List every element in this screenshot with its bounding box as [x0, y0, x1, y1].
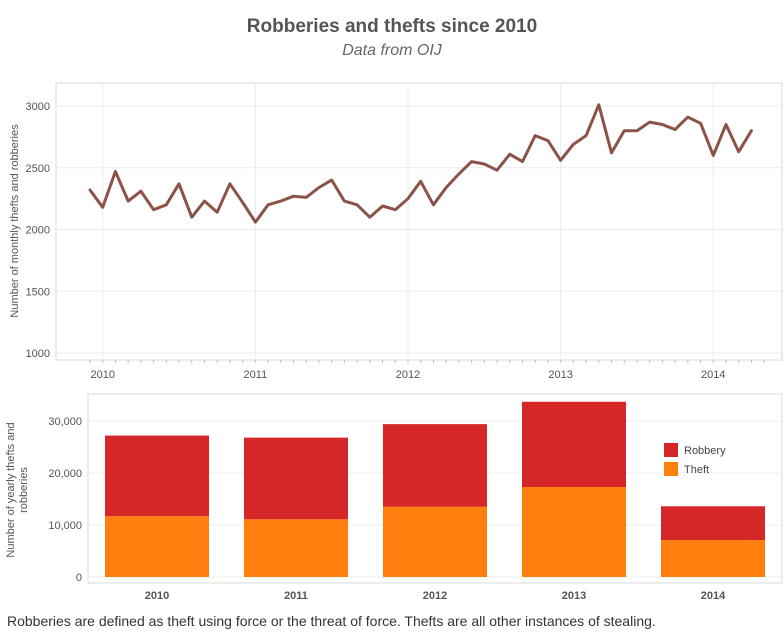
- line-ytick-label: 2000: [26, 225, 50, 237]
- line-ytick-label: 1500: [26, 286, 50, 298]
- charts-canvas: 1000 1500 2000 2500 3000 2010 2011 2012 2013 2014…: [5, 82, 783, 602]
- line-ytick-label: 2500: [26, 163, 50, 175]
- line-xtick-label: 2011: [244, 369, 268, 381]
- line-xtick-label: 2012: [396, 369, 420, 381]
- bar-xtick-label: 2011: [284, 590, 308, 602]
- bar-xtick-label: 2013: [562, 590, 586, 602]
- line-plot-frame: [55, 82, 783, 361]
- bar-y-axis-title: Number of yearly thefts androbberies: [5, 422, 30, 557]
- bar-theft-2011: [244, 519, 348, 577]
- bar-robbery-2012: [383, 424, 487, 507]
- bar-theft-2014: [661, 540, 765, 577]
- bar-theft-2010: [105, 516, 209, 577]
- legend-label-robbery: Robbery: [684, 445, 726, 457]
- bar-xtick-label: 2012: [423, 590, 447, 602]
- bar-ytick-label: 10,000: [48, 520, 82, 532]
- bar-ytick-label: 0: [76, 572, 82, 584]
- bar-xtick-label: 2014: [701, 590, 726, 602]
- bar-ytick-label: 30,000: [48, 416, 82, 428]
- footnote: Robberies are defined as theft using for…: [7, 613, 656, 629]
- bar-ytick-label: 20,000: [48, 468, 82, 480]
- line-xtick-label: 2013: [548, 369, 572, 381]
- bar-xtick-label: 2010: [145, 590, 169, 602]
- bar-robbery-2010: [105, 435, 209, 517]
- bar-robbery-2013: [522, 401, 626, 488]
- bar-plot-frame: [87, 393, 783, 584]
- bar-robbery-2011: [244, 437, 348, 520]
- line-ytick-label: 3000: [26, 101, 50, 113]
- line-y-axis-title: Number of monthly thefts and robberies: [9, 124, 21, 318]
- legend-swatch-theft: [664, 462, 678, 476]
- chart-title: Robberies and thefts since 2010: [246, 16, 538, 37]
- legend-swatch-robbery: [664, 443, 678, 457]
- bar-theft-2013: [522, 487, 626, 577]
- line-xtick-label: 2014: [701, 369, 725, 381]
- bar-theft-2012: [383, 506, 487, 577]
- line-xtick-label: 2010: [90, 369, 114, 381]
- chart-subtitle: Data from OIJ: [342, 42, 442, 59]
- line-ytick-label: 1000: [26, 348, 50, 360]
- bar-robbery-2014: [661, 506, 765, 541]
- monthly-series-line: [88, 103, 753, 224]
- legend-label-theft: Theft: [684, 464, 709, 476]
